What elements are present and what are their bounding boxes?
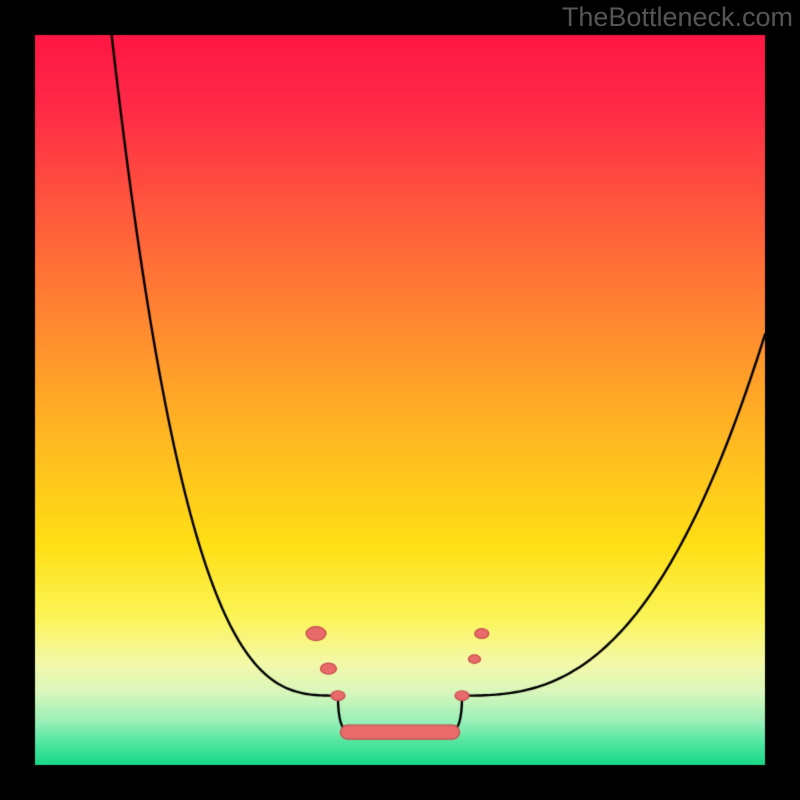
stage: TheBottleneck.com: [0, 0, 800, 800]
bottleneck-chart-canvas: [0, 0, 800, 800]
watermark-text: TheBottleneck.com: [562, 2, 793, 33]
